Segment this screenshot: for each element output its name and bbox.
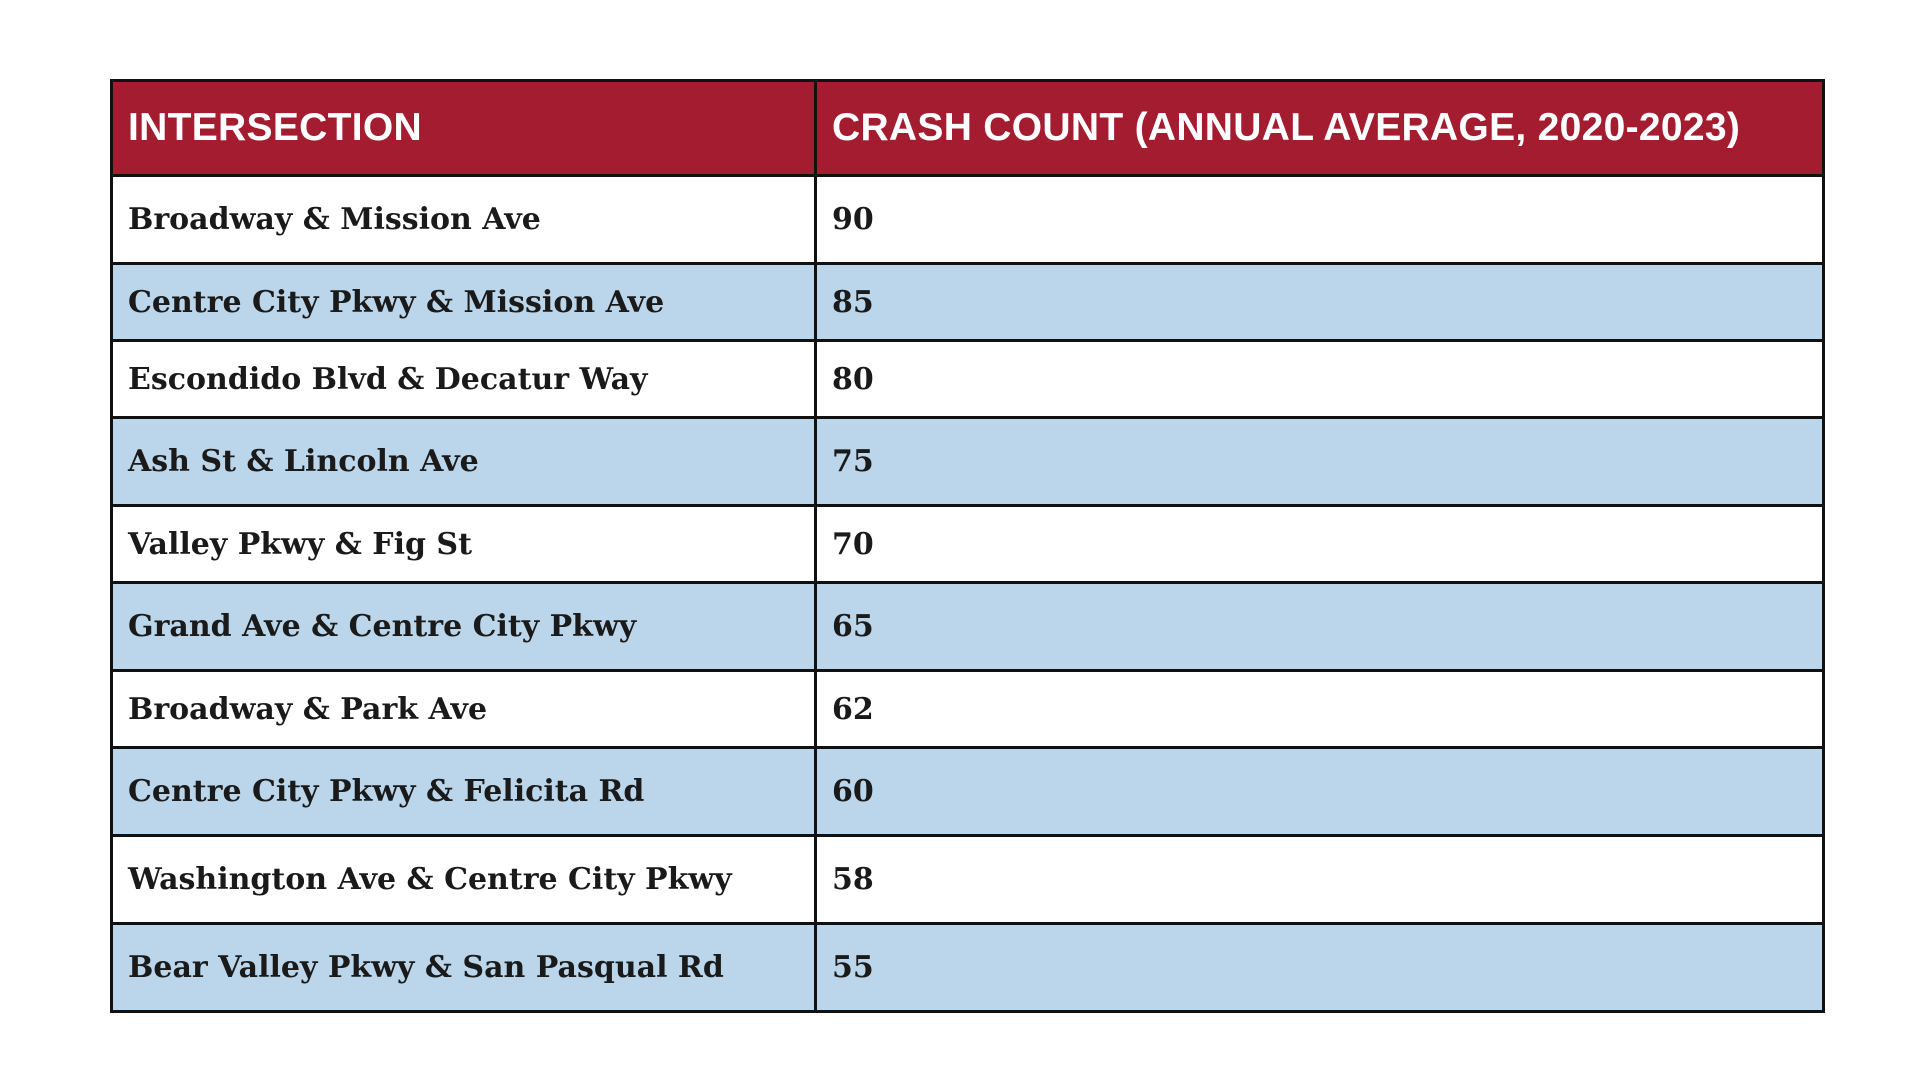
- intersection-cell: Broadway & Mission Ave: [110, 174, 817, 265]
- crash-count-cell: 58: [814, 834, 1825, 925]
- table-header-row: INTERSECTION CRASH COUNT (ANNUAL AVERAGE…: [110, 79, 1825, 177]
- table-row: Broadway & Park Ave 62: [110, 669, 1825, 749]
- table-row: Washington Ave & Centre City Pkwy 58: [110, 834, 1825, 925]
- table-row: Broadway & Mission Ave 90: [110, 174, 1825, 265]
- crash-count-table: INTERSECTION CRASH COUNT (ANNUAL AVERAGE…: [110, 79, 1825, 1013]
- intersection-cell: Centre City Pkwy & Mission Ave: [110, 262, 817, 342]
- crash-count-cell: 70: [814, 504, 1825, 584]
- crash-count-cell: 60: [814, 746, 1825, 837]
- table-row: Grand Ave & Centre City Pkwy 65: [110, 581, 1825, 672]
- crash-count-cell: 65: [814, 581, 1825, 672]
- table-body: Broadway & Mission Ave 90 Centre City Pk…: [110, 174, 1825, 1013]
- crash-count-cell: 75: [814, 416, 1825, 507]
- column-header-intersection: INTERSECTION: [110, 79, 817, 177]
- crash-count-cell: 90: [814, 174, 1825, 265]
- crash-count-cell: 55: [814, 922, 1825, 1013]
- column-header-crash-count: CRASH COUNT (ANNUAL AVERAGE, 2020-2023): [814, 79, 1825, 177]
- table-row: Escondido Blvd & Decatur Way 80: [110, 339, 1825, 419]
- intersection-cell: Centre City Pkwy & Felicita Rd: [110, 746, 817, 837]
- crash-count-cell: 80: [814, 339, 1825, 419]
- intersection-cell: Washington Ave & Centre City Pkwy: [110, 834, 817, 925]
- intersection-cell: Valley Pkwy & Fig St: [110, 504, 817, 584]
- intersection-cell: Escondido Blvd & Decatur Way: [110, 339, 817, 419]
- table-row: Valley Pkwy & Fig St 70: [110, 504, 1825, 584]
- crash-count-cell: 85: [814, 262, 1825, 342]
- crash-count-cell: 62: [814, 669, 1825, 749]
- intersection-cell: Broadway & Park Ave: [110, 669, 817, 749]
- intersection-cell: Ash St & Lincoln Ave: [110, 416, 817, 507]
- table-row: Ash St & Lincoln Ave 75: [110, 416, 1825, 507]
- table-row: Centre City Pkwy & Mission Ave 85: [110, 262, 1825, 342]
- table-row: Bear Valley Pkwy & San Pasqual Rd 55: [110, 922, 1825, 1013]
- intersection-cell: Grand Ave & Centre City Pkwy: [110, 581, 817, 672]
- table-row: Centre City Pkwy & Felicita Rd 60: [110, 746, 1825, 837]
- intersection-cell: Bear Valley Pkwy & San Pasqual Rd: [110, 922, 817, 1013]
